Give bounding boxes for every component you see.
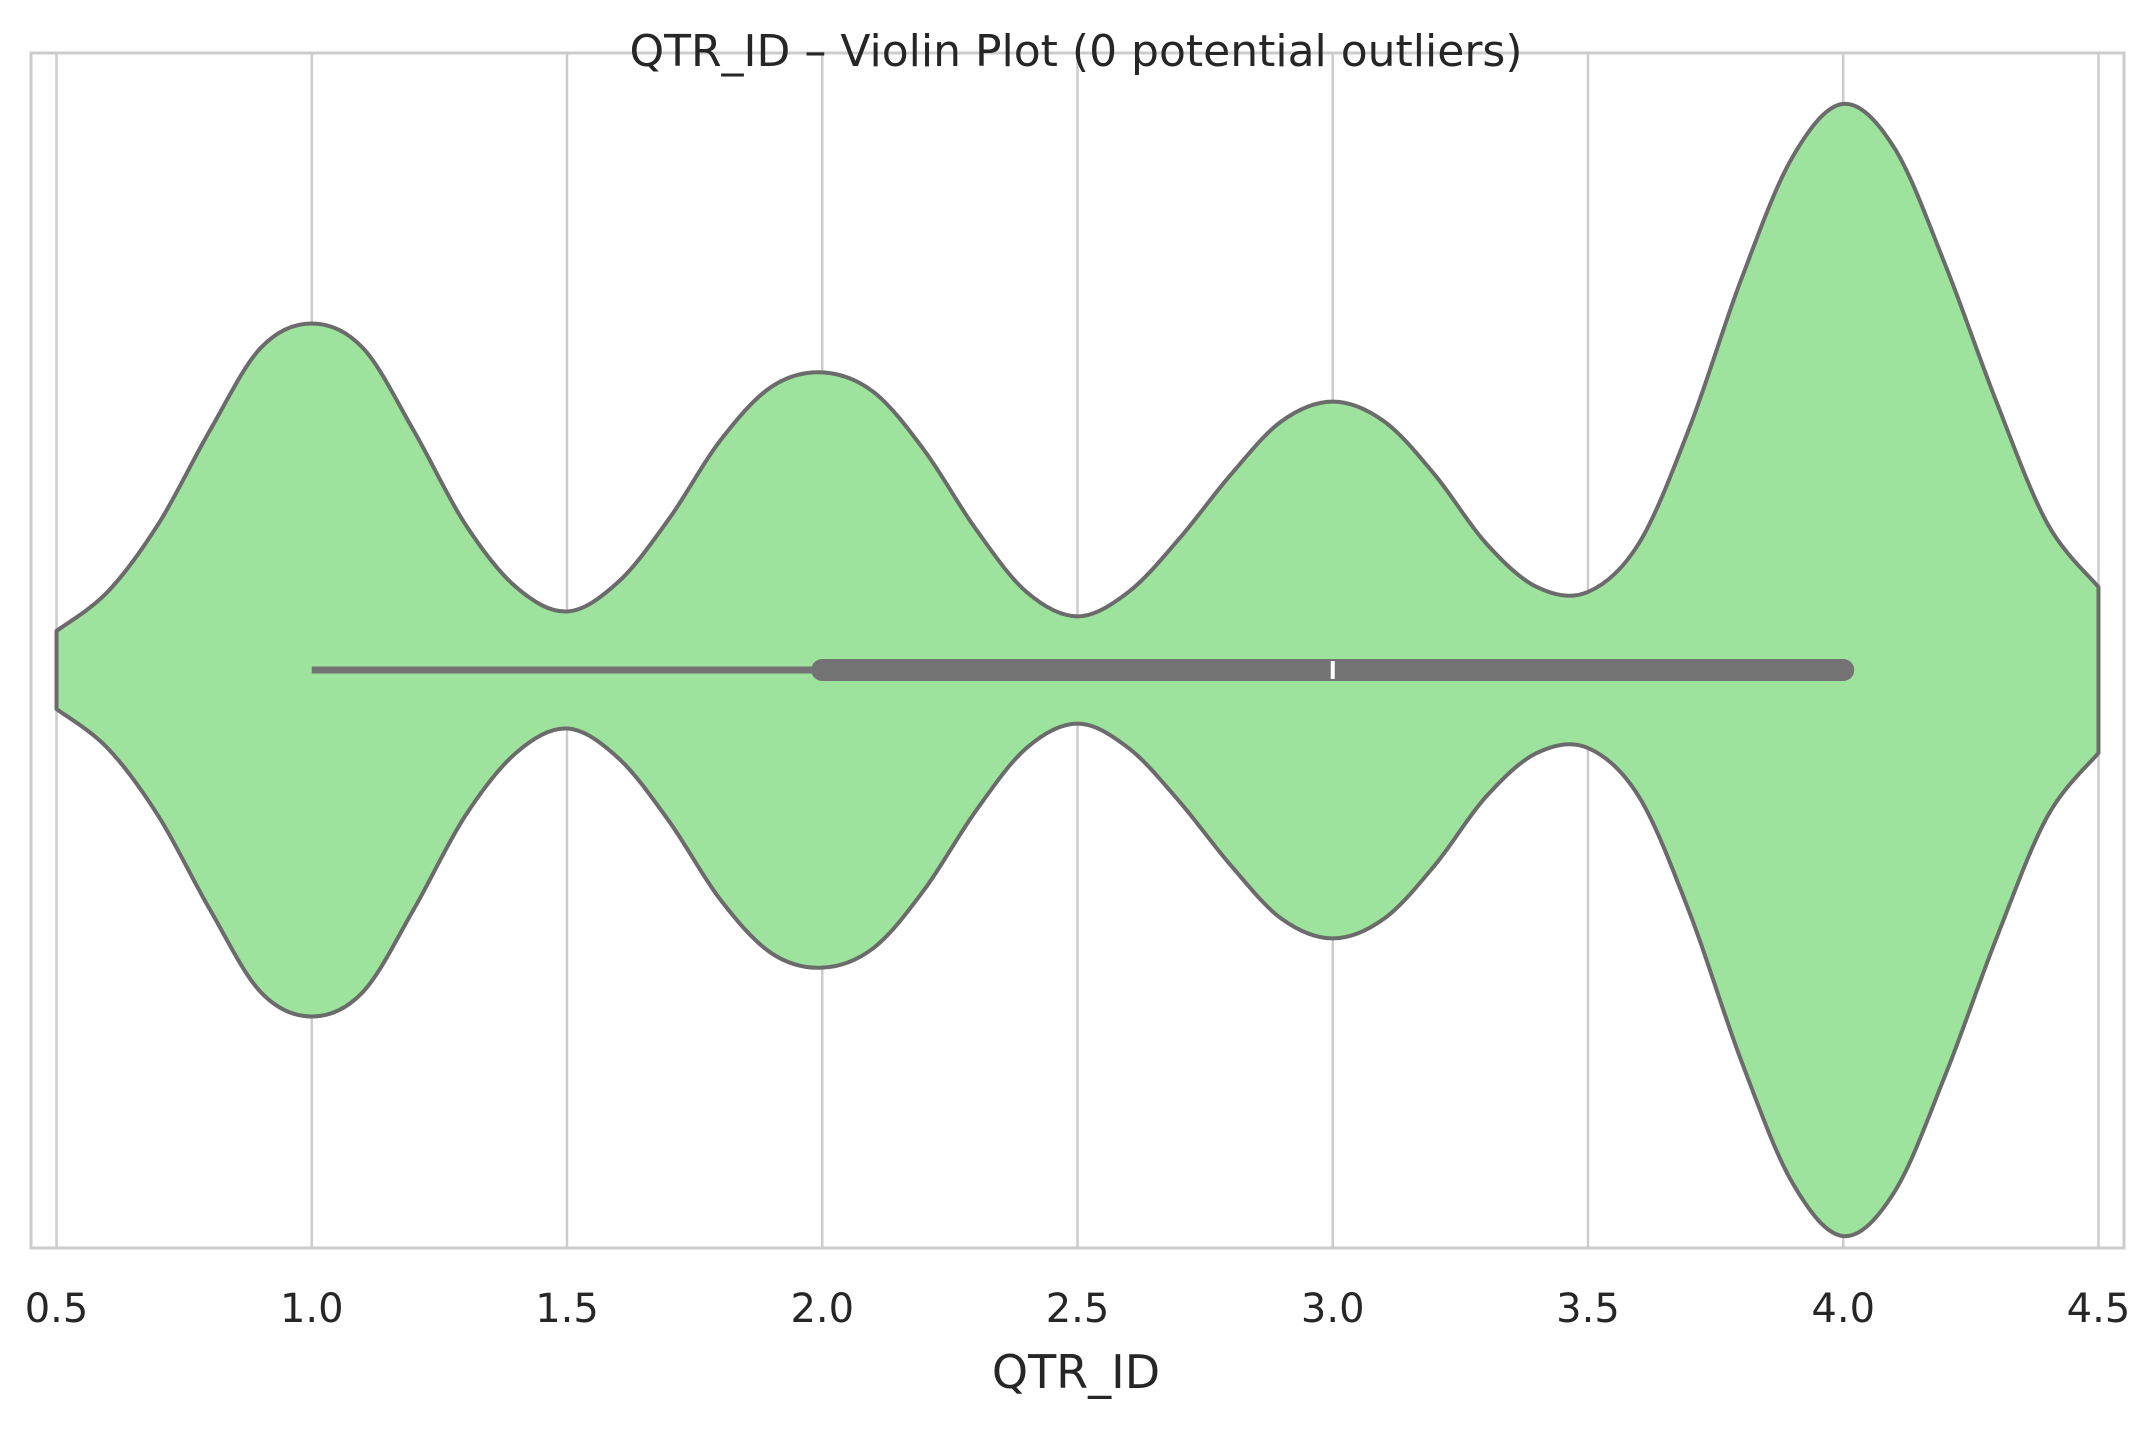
x-axis-label: QTR_ID (992, 1345, 1160, 1399)
x-tick-label: 0.5 (25, 1286, 89, 1332)
x-tick-label: 1.0 (280, 1286, 344, 1332)
x-tick-label: 1.5 (535, 1286, 599, 1332)
x-tick-label: 2.0 (790, 1286, 854, 1332)
x-tick-label: 4.0 (1811, 1286, 1875, 1332)
x-tick-label: 2.5 (1046, 1286, 1110, 1332)
x-tick-label: 4.5 (2067, 1286, 2131, 1332)
x-tick-label: 3.5 (1556, 1286, 1620, 1332)
x-tick-labels: 0.5 1.0 1.5 2.0 2.5 3.0 3.5 4.0 4.5 (25, 1286, 2131, 1332)
x-tick-label: 3.0 (1301, 1286, 1365, 1332)
chart-title: QTR_ID – Violin Plot (0 potential outlie… (629, 26, 1522, 77)
